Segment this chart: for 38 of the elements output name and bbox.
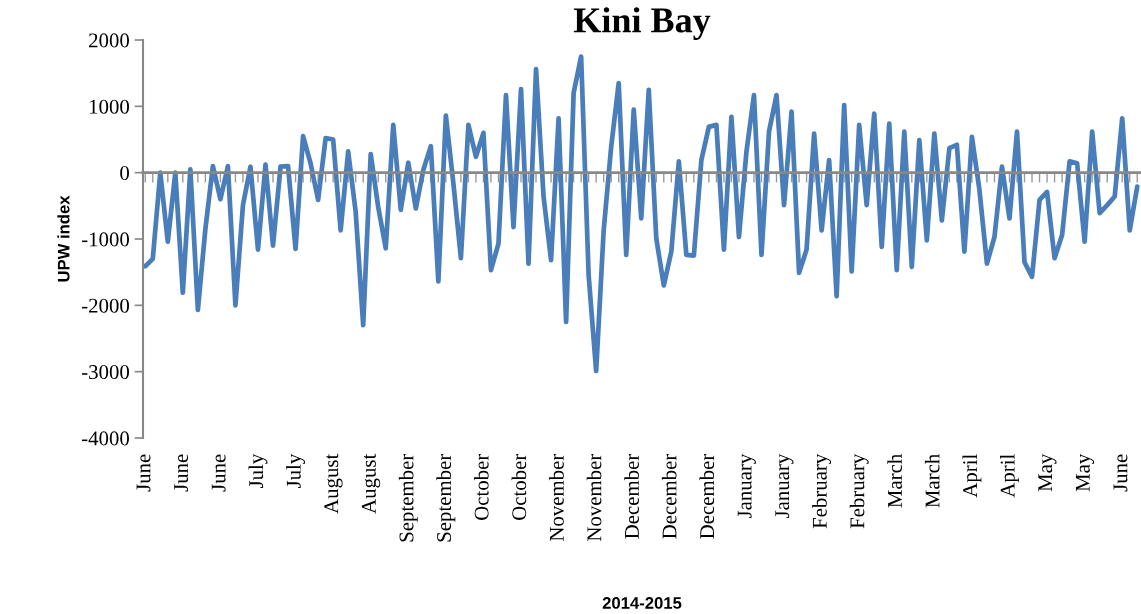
x-tick-label: May [1038, 453, 1057, 492]
x-tick-label: July [248, 453, 268, 489]
x-tick-label: April [962, 454, 982, 498]
x-tick-label: November [586, 453, 602, 542]
x-tick-label: January [775, 453, 794, 519]
x-tick-label: February [849, 453, 869, 529]
y-tick-label: 1000 [89, 99, 130, 114]
x-tick-label: December [699, 453, 715, 539]
x-tick-label: February [812, 453, 832, 529]
x-tick-label: June [1113, 454, 1128, 492]
chart-title: Kini Bay [573, 7, 711, 40]
x-tick-label: September [436, 453, 456, 542]
x-tick-label: October [473, 453, 489, 520]
y-tick-label: -2000 [81, 298, 130, 313]
x-tick-label: December [661, 453, 677, 539]
line-series [143, 54, 1140, 374]
x-tick-label: May [1075, 453, 1095, 492]
x-axis-title: 2014-2015 [602, 597, 682, 609]
x-tick-label: October [511, 453, 527, 520]
x-tick-label: March [924, 454, 940, 508]
x-tick-label: April [1000, 454, 1019, 498]
y-axis-title: UPW index [57, 195, 70, 282]
x-tick-label: November [549, 453, 564, 542]
y-tick-label: 0 [120, 166, 130, 181]
x-tick-label: March [887, 454, 902, 508]
y-tick-label: -1000 [81, 232, 130, 247]
x-tick-label: December [624, 453, 639, 539]
y-tick-label: -3000 [81, 365, 130, 380]
x-tick-label: September [398, 453, 418, 542]
x-tick-label: August [324, 453, 343, 514]
x-tick-label: June [211, 454, 226, 492]
x-tick-label: January [737, 453, 756, 519]
x-tick-label: June [174, 454, 189, 492]
x-tick-label: August [361, 453, 381, 514]
x-tick-label: June [136, 454, 151, 492]
x-tick-label: July [286, 453, 306, 489]
y-tick-label: -4000 [81, 431, 130, 446]
y-tick-label: 2000 [89, 33, 130, 48]
